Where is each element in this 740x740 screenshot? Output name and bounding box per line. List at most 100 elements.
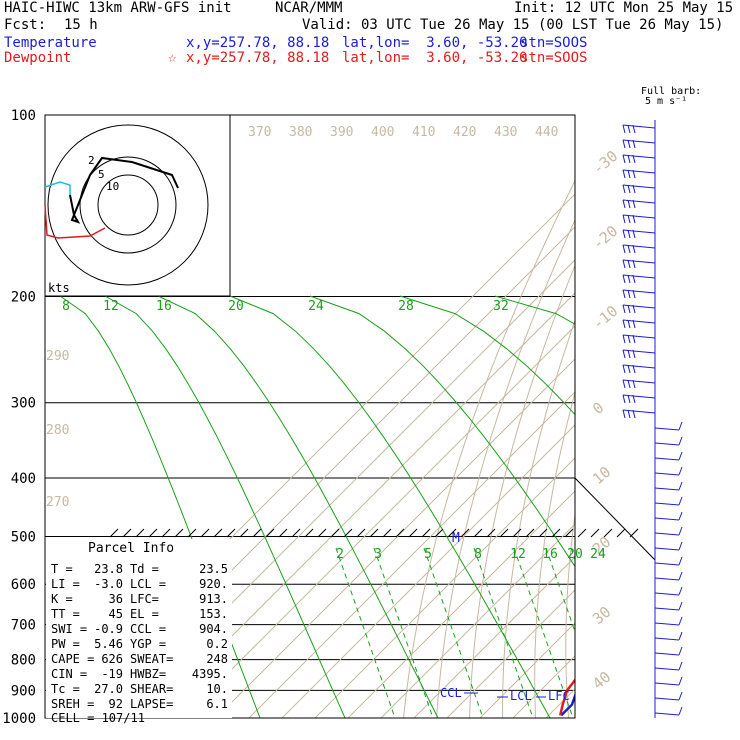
wind-barb-flag [678, 691, 683, 701]
wind-barb-flag [627, 289, 631, 299]
parcel-value-left: 45 [109, 607, 123, 621]
hatch-tick [512, 528, 522, 538]
hodograph-ring-2 [79, 156, 177, 254]
pressure-label-900: 900 [11, 683, 36, 699]
parcel-value-left: 626 [101, 652, 123, 666]
wind-barb-flag [678, 646, 683, 656]
wind-barb-flag [678, 676, 683, 686]
valid-time: Valid: 03 UTC Tue 26 May 15 (00 LST Tue … [302, 17, 724, 33]
parcel-key-right: CCL = [130, 622, 166, 636]
wind-barb-flag [632, 349, 636, 359]
parcel-value-left: 23.8 [94, 562, 123, 576]
parcel-value-right: 0.2 [206, 637, 228, 651]
isotherm-label-40: 40 [589, 668, 614, 693]
hatch-tick [109, 528, 119, 538]
wind-barb-flag [632, 409, 636, 419]
wind-barb-flag [632, 154, 636, 164]
dewpoint-profile [558, 678, 575, 716]
wind-barb-flag [678, 586, 683, 596]
hatch-tick [564, 528, 574, 538]
hatch-tick [460, 528, 470, 538]
wind-barb-flag [632, 214, 636, 224]
lfc-label: LFC [548, 689, 570, 703]
pressure-label-500: 500 [11, 529, 36, 545]
wind-barb-flag [627, 139, 631, 149]
hatch-tick [382, 528, 392, 538]
init-time: Init: 12 UTC Mon 25 May 15 [514, 0, 734, 16]
hatch-tick [408, 528, 418, 538]
wind-barb-flag [632, 229, 636, 239]
pressure-label-200: 200 [11, 290, 36, 306]
parcel-key-left: PW = [51, 637, 80, 651]
hodograph-label-5: 5 [98, 168, 105, 181]
wind-barb [654, 502, 680, 506]
hodograph-units: kts [48, 281, 70, 295]
parcel-key-right: YGP = [130, 637, 166, 651]
wind-barb-flag [632, 394, 636, 404]
frame-outline [574, 477, 656, 718]
mixing-ratio-label-8: 8 [474, 547, 482, 562]
wind-barb-flag [622, 334, 626, 344]
isotherm-line [314, 457, 575, 718]
wind-barb [654, 457, 680, 461]
hatch-tick [343, 528, 353, 538]
parcel-key-left: SWI = [51, 622, 87, 636]
wind-barb-flag [622, 379, 626, 389]
wind-barb-flag [632, 334, 636, 344]
wind-barb-flag [627, 394, 631, 404]
wind-barb-flag [627, 274, 631, 284]
wind-barb-flag [627, 214, 631, 224]
mixing-ratio-label-2: 2 [336, 547, 344, 562]
wind-barb-flag [622, 244, 626, 254]
isotherm-label-30: 30 [589, 603, 614, 628]
legend-temperature-xy: x,y=257.78, 88.18 [186, 35, 330, 51]
moist-adiabat-label-8: 8 [62, 299, 70, 314]
isotherm-line [612, 115, 740, 718]
wind-barb-flag [627, 409, 631, 419]
parcel-key-left: CAPE = [51, 652, 94, 666]
dry-adiabat-label-270: 270 [46, 495, 69, 510]
wind-barb-flag [627, 349, 631, 359]
isotherm-label-0: 0 [589, 398, 607, 418]
parcel-key-right: LCL = [130, 577, 166, 591]
isotherm-line [149, 292, 575, 718]
wind-barb [654, 637, 680, 641]
wind-barb-flag [678, 661, 683, 671]
parcel-key-left: Tc = [51, 682, 80, 696]
hatch-tick [499, 528, 509, 538]
moist-adiabat [309, 295, 575, 568]
hodograph-black-trace [69, 156, 179, 224]
model-title: HAIC-HIWC 13km ARW-GFS init [4, 0, 232, 16]
hatch-tick [421, 528, 431, 538]
wind-barb-flag [622, 364, 626, 374]
dry-adiabat-260 [436, 218, 575, 718]
wind-barb-flag [622, 289, 626, 299]
legend-temperature-label: Temperature [4, 35, 97, 51]
parcel-value-right: 248 [206, 652, 228, 666]
hatch-tick [317, 528, 327, 538]
wind-barb [654, 682, 680, 686]
isotherm-line [413, 556, 575, 718]
wind-barb-flag [627, 184, 631, 194]
hatch-tick [629, 528, 639, 538]
hatch-tick [330, 528, 340, 538]
wind-barb-flag [627, 124, 631, 134]
wind-barb-flag [622, 274, 626, 284]
isotherm-line [446, 589, 575, 718]
parcel-value-right: 920. [199, 577, 228, 591]
wind-barb [654, 577, 680, 581]
hatch-tick [525, 528, 535, 538]
theta-label-400: 400 [371, 125, 394, 140]
parcel-value-right: 10. [206, 682, 228, 696]
wind-barb-flag [678, 451, 683, 461]
wind-barb [654, 607, 680, 611]
plot-frame [44, 114, 576, 719]
hatch-tick [148, 528, 158, 538]
wind-barb-flag [678, 616, 683, 626]
parcel-key-left: T = [51, 562, 73, 576]
wind-barb-flag [627, 154, 631, 164]
parcel-value-right: 153. [199, 607, 228, 621]
parcel-key-right: SHEAR= [130, 682, 173, 696]
theta-label-380: 380 [289, 125, 312, 140]
pressure-label-700: 700 [11, 618, 36, 634]
